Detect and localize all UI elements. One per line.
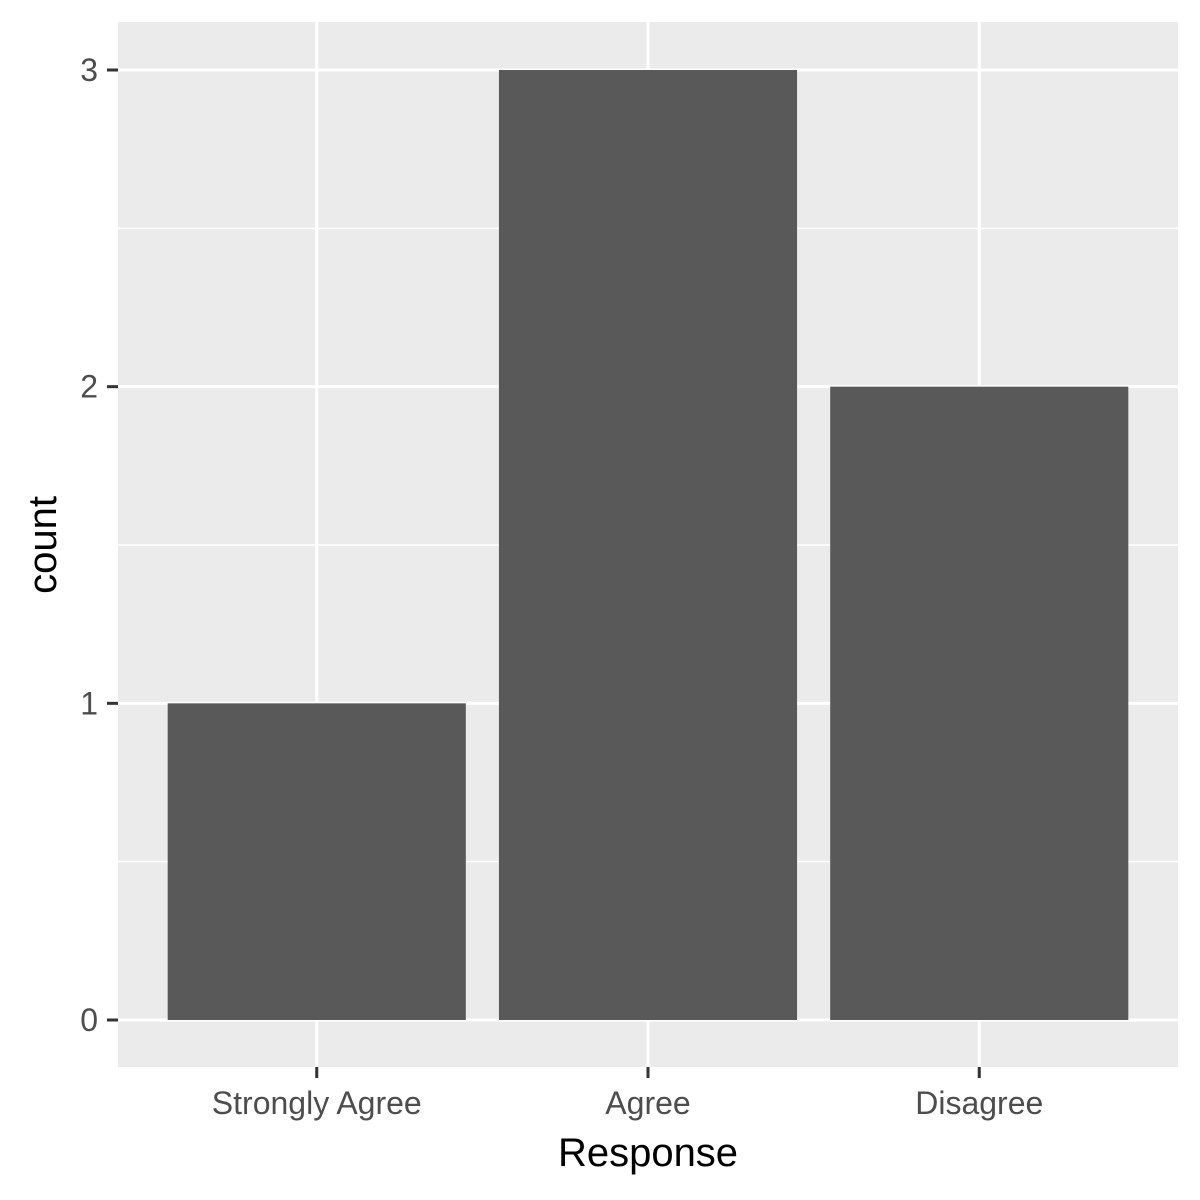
y-tick-label: 2 bbox=[80, 369, 98, 405]
y-axis-title: count bbox=[21, 496, 65, 594]
x-axis: Strongly Agree Agree Disagree bbox=[212, 1067, 1043, 1121]
x-tick-label: Disagree bbox=[915, 1085, 1043, 1121]
x-tick-label: Agree bbox=[605, 1085, 690, 1121]
y-tick-label: 0 bbox=[80, 1002, 98, 1038]
y-tick-label: 1 bbox=[80, 685, 98, 721]
bar-disagree bbox=[830, 386, 1129, 1021]
bar-strongly-agree bbox=[167, 703, 466, 1020]
bar-agree bbox=[498, 70, 798, 1020]
bars bbox=[167, 70, 1129, 1021]
y-tick-label: 3 bbox=[80, 52, 98, 88]
y-axis: 0 1 2 3 bbox=[80, 52, 118, 1038]
x-tick-label: Strongly Agree bbox=[212, 1085, 422, 1121]
x-axis-title: Response bbox=[558, 1131, 738, 1175]
